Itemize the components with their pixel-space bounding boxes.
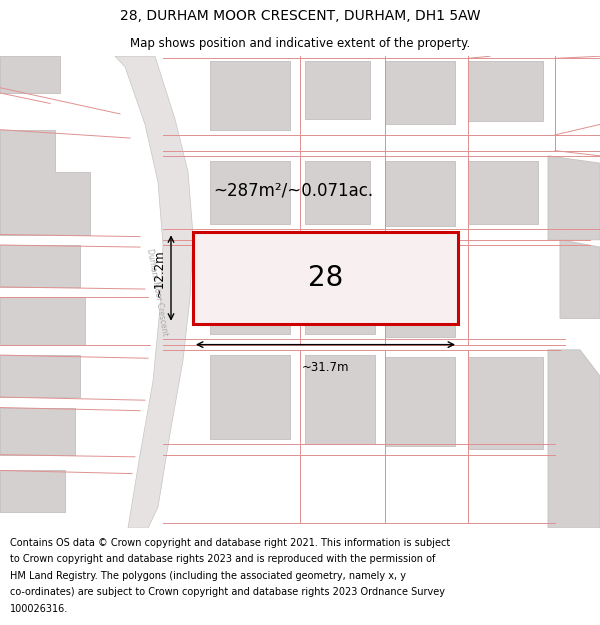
Polygon shape <box>0 129 90 234</box>
Polygon shape <box>0 245 80 287</box>
Polygon shape <box>548 156 600 240</box>
Bar <box>210 250 290 334</box>
Polygon shape <box>0 298 85 344</box>
Text: Durham Moor Crescent: Durham Moor Crescent <box>145 248 169 336</box>
Polygon shape <box>560 240 600 318</box>
Bar <box>468 357 543 449</box>
Text: Map shows position and indicative extent of the property.: Map shows position and indicative extent… <box>130 38 470 51</box>
Text: co-ordinates) are subject to Crown copyright and database rights 2023 Ordnance S: co-ordinates) are subject to Crown copyr… <box>10 588 445 598</box>
Bar <box>305 161 370 224</box>
Bar <box>385 161 455 226</box>
Bar <box>210 61 290 129</box>
Text: ~287m²/~0.071ac.: ~287m²/~0.071ac. <box>213 181 373 199</box>
Bar <box>305 61 370 119</box>
Bar <box>305 355 375 444</box>
Bar <box>210 161 290 224</box>
Bar <box>385 251 455 338</box>
Text: 100026316.: 100026316. <box>10 604 68 614</box>
Polygon shape <box>0 408 75 455</box>
Text: ~12.2m: ~12.2m <box>153 249 166 297</box>
Bar <box>468 61 543 121</box>
Text: to Crown copyright and database rights 2023 and is reproduced with the permissio: to Crown copyright and database rights 2… <box>10 554 436 564</box>
Bar <box>385 61 455 124</box>
Text: ~31.7m: ~31.7m <box>302 361 349 374</box>
Bar <box>468 161 538 224</box>
Text: 28, DURHAM MOOR CRESCENT, DURHAM, DH1 5AW: 28, DURHAM MOOR CRESCENT, DURHAM, DH1 5A… <box>119 9 481 22</box>
Text: 28: 28 <box>308 264 343 292</box>
Bar <box>305 250 375 334</box>
Bar <box>385 357 455 446</box>
Bar <box>210 355 290 439</box>
Polygon shape <box>0 56 60 93</box>
Polygon shape <box>0 471 65 512</box>
Text: HM Land Registry. The polygons (including the associated geometry, namely x, y: HM Land Registry. The polygons (includin… <box>10 571 406 581</box>
Polygon shape <box>0 355 80 397</box>
Polygon shape <box>548 350 600 528</box>
Polygon shape <box>115 56 193 528</box>
Text: Contains OS data © Crown copyright and database right 2021. This information is : Contains OS data © Crown copyright and d… <box>10 538 450 548</box>
Bar <box>193 232 458 324</box>
